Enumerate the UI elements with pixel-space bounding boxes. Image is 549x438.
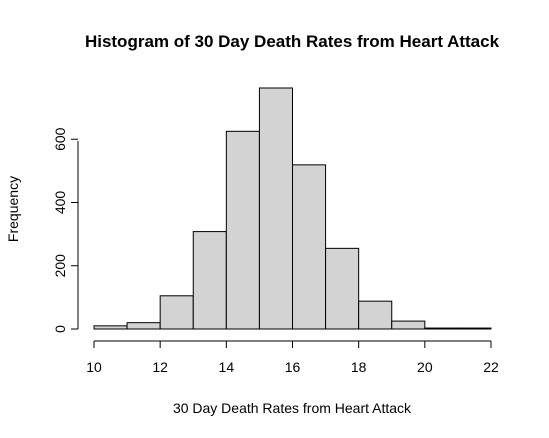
histogram-bar-20-21 — [424, 327, 459, 330]
x-tick-label: 18 — [351, 359, 367, 375]
histogram-bar-14-15 — [225, 130, 260, 330]
y-tick-label: 0 — [52, 325, 68, 333]
y-tick-label: 200 — [52, 254, 68, 278]
x-axis-ticks: 10 12 14 16 18 20 22 — [86, 341, 499, 375]
y-tick-label: 400 — [52, 191, 68, 215]
histogram-bar-15-16 — [258, 87, 293, 330]
x-tick-label: 16 — [285, 359, 301, 375]
histogram-bar-11-12 — [126, 322, 161, 330]
bars-group — [93, 87, 492, 330]
histogram-bar-18-19 — [358, 300, 393, 330]
histogram-bar-13-14 — [192, 231, 227, 330]
x-tick-label: 14 — [219, 359, 235, 375]
y-axis-label: Frequency — [5, 176, 21, 242]
x-axis-label: 30 Day Death Rates from Heart Attack — [173, 400, 412, 416]
x-tick-label: 20 — [417, 359, 433, 375]
x-tick-label: 12 — [152, 359, 168, 375]
y-tick-label: 600 — [52, 127, 68, 151]
y-axis-ticks: 0 200 400 600 — [52, 127, 78, 333]
x-tick-label: 22 — [483, 359, 499, 375]
histogram-bar-12-13 — [159, 295, 194, 330]
chart-title: Histogram of 30 Day Death Rates from Hea… — [85, 32, 500, 51]
histogram-bar-19-20 — [391, 320, 426, 330]
histogram-bar-16-17 — [292, 164, 327, 330]
histogram-bar-17-18 — [325, 247, 360, 330]
x-tick-label: 10 — [86, 359, 102, 375]
histogram-bar-10-11 — [93, 325, 128, 330]
histogram-bar-21-22 — [457, 327, 492, 330]
